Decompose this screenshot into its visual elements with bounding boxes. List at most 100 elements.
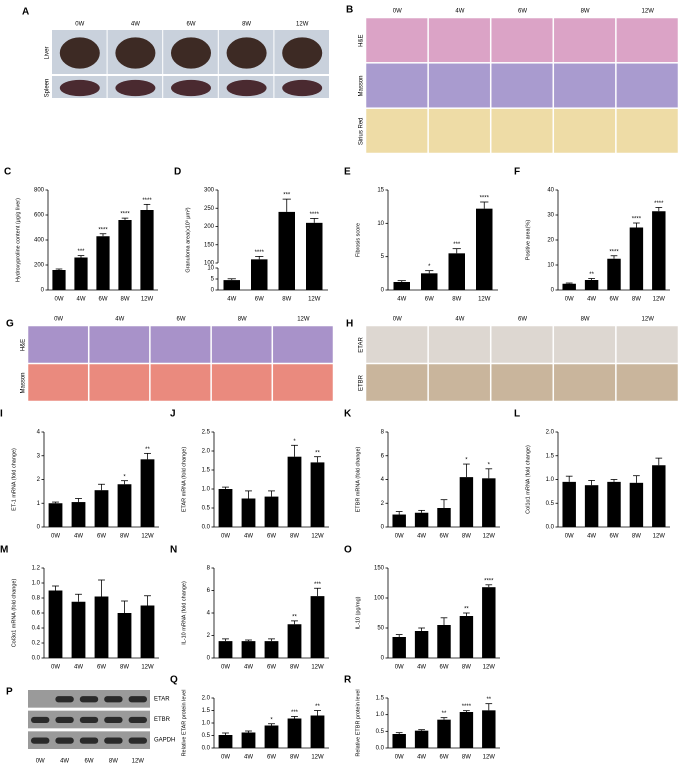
micrograph	[616, 108, 679, 154]
bar	[414, 631, 429, 658]
x-tick-label: 4W	[587, 534, 596, 540]
micrograph	[365, 108, 428, 154]
bar	[71, 601, 86, 658]
organ	[59, 79, 100, 97]
micrograph	[490, 17, 554, 63]
y-tick-label: 100	[204, 261, 215, 267]
blot-band	[128, 737, 147, 744]
x-tick-label: 12W	[653, 534, 666, 540]
y-tick-label: 0.0	[32, 656, 41, 662]
y-tick-label: 800	[34, 188, 45, 194]
blot-band	[104, 737, 123, 744]
y-tick-label: 250	[204, 206, 215, 212]
y-tick-label: 20	[547, 238, 554, 244]
bar	[48, 503, 63, 527]
significance-label: ****	[120, 212, 130, 218]
micrograph	[272, 325, 334, 364]
significance-label: ****	[654, 201, 664, 207]
y-tick-label: 0	[37, 525, 41, 531]
x-tick-label: 6W	[97, 534, 106, 540]
bar	[140, 605, 155, 658]
row-label: Masson	[21, 372, 27, 393]
bar	[392, 637, 406, 658]
bar	[117, 484, 132, 527]
y-tick-label: 30	[547, 213, 554, 219]
x-tick-label: 8W	[462, 534, 471, 540]
x-tick-label: 8W	[632, 297, 641, 303]
column-label: 4W	[455, 317, 464, 323]
micrograph	[490, 63, 554, 108]
organ	[115, 37, 156, 69]
bar	[584, 485, 599, 527]
x-tick-label: 8W	[120, 534, 129, 540]
row-label: ETAR	[154, 696, 170, 702]
organ	[282, 37, 323, 69]
y-tick-label: 2	[37, 477, 41, 483]
bar	[310, 596, 325, 658]
y-tick-label: 1.5	[202, 708, 211, 714]
blot-band	[55, 716, 74, 724]
x-tick-label: 0W	[51, 665, 60, 671]
bar	[607, 258, 621, 290]
micrograph	[27, 363, 89, 402]
x-tick-label: 8W	[452, 297, 461, 303]
bar	[482, 478, 496, 527]
y-tick-label: 2.5	[202, 430, 211, 436]
bar	[306, 222, 323, 290]
bar	[414, 730, 429, 748]
row-label: ETAR	[359, 337, 365, 353]
y-tick-label: 6	[381, 453, 385, 459]
bar	[459, 616, 474, 658]
bar	[218, 489, 233, 527]
micrograph	[211, 363, 273, 402]
panel-letter: B	[346, 5, 353, 16]
y-tick-label: 0	[381, 288, 385, 294]
y-tick-label: 0	[551, 288, 555, 294]
x-tick-label: 0W	[221, 755, 230, 761]
bar	[584, 280, 599, 290]
y-axis-label: ETAR mRNA (fold change)	[181, 447, 187, 512]
significance-label: ****	[310, 212, 320, 218]
micrograph	[490, 108, 554, 154]
bar	[52, 270, 66, 290]
micrograph	[616, 63, 679, 108]
column-label: 8W	[581, 317, 590, 323]
x-tick-label: 4W	[417, 755, 426, 761]
bar	[251, 259, 268, 290]
bar	[140, 459, 155, 527]
column-label: 12W	[132, 759, 145, 765]
x-tick-label: 0W	[221, 665, 230, 671]
column-label: 8W	[242, 22, 251, 28]
column-label: 0W	[54, 317, 63, 323]
y-axis-label: Relative ETBR protein level	[355, 689, 361, 756]
row-label: ETBR	[359, 374, 365, 391]
y-tick-label: 0.0	[202, 746, 211, 752]
y-tick-label: 0.6	[32, 611, 41, 617]
y-tick-label: 0.0	[376, 746, 385, 752]
x-tick-label: 8W	[462, 755, 471, 761]
bar	[218, 641, 233, 658]
x-tick-label: 4W	[417, 665, 426, 671]
bar	[392, 514, 406, 527]
x-tick-label: 12W	[141, 665, 154, 671]
x-tick-label: 6W	[440, 665, 449, 671]
y-tick-label: 0.5	[376, 729, 385, 735]
panel-letter: G	[6, 319, 14, 330]
row-label: H&E	[359, 34, 365, 46]
x-tick-label: 6W	[267, 665, 276, 671]
x-tick-label: 6W	[610, 534, 619, 540]
column-label: 0W	[393, 9, 402, 15]
y-tick-label: 0	[207, 656, 211, 662]
y-axis-label: IL-10 mRNA (fold change)	[181, 581, 187, 645]
column-label: 0W	[393, 317, 402, 323]
x-tick-label: 4W	[227, 297, 236, 303]
x-tick-label: 8W	[632, 534, 641, 540]
panel-letter: J	[170, 409, 176, 420]
y-axis-label: Col3α1 mRNA (fold change)	[11, 579, 17, 648]
y-tick-label: 10	[377, 221, 384, 227]
x-tick-label: 4W	[244, 755, 253, 761]
x-tick-label: 4W	[244, 534, 253, 540]
bar	[96, 236, 110, 290]
y-tick-label: 8	[381, 430, 385, 436]
